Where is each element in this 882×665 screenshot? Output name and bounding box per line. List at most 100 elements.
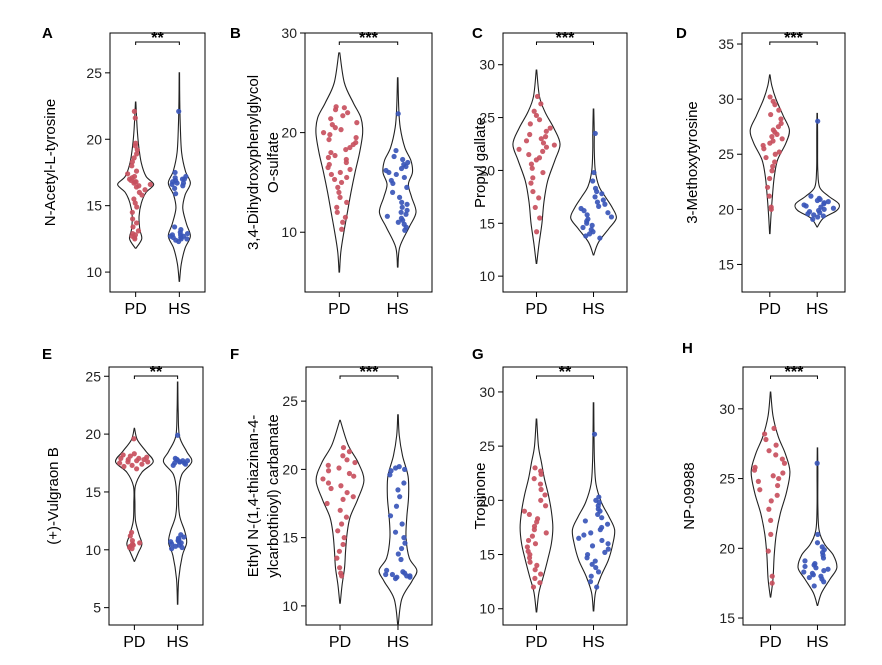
panel-letter: E [42, 346, 52, 363]
data-point-HS [395, 551, 401, 557]
data-point-PD [767, 94, 773, 100]
data-point-PD [516, 146, 522, 152]
data-point-HS [181, 534, 187, 540]
violin-PD [512, 69, 561, 265]
data-point-HS [594, 188, 600, 195]
data-point-HS [392, 529, 399, 535]
data-point-HS [821, 579, 827, 585]
x-category-label: HS [167, 634, 189, 651]
y-axis-label: (+)-Vulgraon B [45, 447, 62, 544]
y-axis-label: 3-Methoxytyrosine [684, 101, 701, 224]
data-point-PD [542, 134, 549, 140]
data-point-HS [184, 236, 190, 242]
data-point-PD [132, 115, 138, 121]
data-point-PD [523, 138, 530, 144]
y-tick-label: 25 [719, 471, 735, 487]
data-point-PD [338, 179, 345, 186]
data-point-PD [134, 458, 140, 464]
data-point-PD [336, 189, 342, 195]
data-point-HS [401, 174, 407, 181]
data-point-HS [802, 558, 808, 564]
data-point-PD [121, 463, 127, 470]
data-point-PD [538, 101, 544, 107]
data-point-PD [338, 521, 345, 527]
data-point-PD [761, 146, 767, 152]
plot-frame [305, 366, 433, 626]
data-point-HS [390, 180, 396, 187]
data-point-HS [811, 212, 817, 218]
violin-HS [570, 108, 617, 256]
y-tick-label: 15 [718, 256, 734, 272]
data-point-HS [586, 231, 593, 237]
data-point-PD [325, 164, 331, 171]
data-point-HS [180, 183, 186, 189]
data-point-PD [767, 175, 773, 182]
x-category-label: PD [759, 634, 781, 651]
y-tick-label: 15 [282, 530, 298, 546]
data-point-PD [338, 483, 344, 489]
data-point-PD [779, 456, 785, 462]
plot-frame [108, 366, 204, 626]
data-point-HS [593, 564, 599, 571]
data-point-HS [387, 472, 393, 478]
data-point-PD [527, 121, 533, 127]
data-point-PD [351, 473, 357, 479]
x-category-label: PD [125, 301, 147, 318]
x-category-label: HS [806, 634, 828, 651]
data-point-HS [400, 217, 406, 223]
data-point-PD [763, 436, 769, 443]
data-point-PD [532, 575, 538, 581]
y-tick-label: 20 [281, 125, 297, 141]
data-point-HS [605, 546, 611, 552]
data-point-PD [766, 506, 772, 512]
data-point-HS [825, 566, 831, 572]
data-point-PD [325, 480, 332, 486]
y-tick-label: 20 [85, 426, 101, 442]
data-point-PD [769, 573, 775, 579]
data-point-PD [324, 500, 330, 507]
data-point-PD [537, 215, 543, 221]
data-point-PD [527, 131, 533, 138]
data-point-PD [538, 471, 544, 477]
significance-label: *** [785, 364, 804, 381]
data-point-HS [393, 171, 399, 178]
violin-PD [750, 391, 791, 598]
data-point-PD [530, 175, 536, 181]
y-tick-label: 30 [479, 57, 495, 73]
data-point-HS [597, 235, 603, 241]
data-point-HS [605, 541, 611, 547]
data-point-HS [821, 568, 827, 574]
data-point-HS [399, 199, 405, 205]
panel-H: H NP-09988 15 20 25 30 PD HS *** [681, 340, 846, 651]
data-point-HS [821, 206, 827, 212]
data-point-PD [337, 507, 343, 513]
data-point-HS [405, 159, 411, 166]
y-axis-label: N-Acetyl-L-tyrosine [42, 99, 59, 227]
data-point-PD [344, 457, 350, 463]
y-tick-label: 35 [718, 36, 734, 52]
data-point-HS [584, 555, 590, 561]
data-point-PD [770, 163, 776, 169]
data-point-PD [551, 142, 557, 148]
data-point-PD [125, 171, 131, 177]
significance-label: ** [150, 364, 163, 381]
significance-label: ** [559, 364, 572, 381]
x-category-label: PD [123, 634, 145, 651]
data-point-PD [531, 476, 537, 482]
data-point-HS [592, 130, 598, 137]
data-point-HS [814, 540, 821, 546]
y-axis-label: O-sulfate [265, 132, 282, 193]
data-point-PD [343, 159, 349, 166]
y-tick-label: 25 [282, 393, 298, 409]
data-point-PD [332, 152, 338, 159]
data-point-HS [404, 207, 410, 213]
data-point-HS [589, 561, 595, 567]
significance-bracket [339, 375, 399, 379]
data-point-HS [170, 462, 176, 468]
data-point-HS [581, 532, 587, 538]
data-point-PD [538, 136, 544, 142]
data-point-PD [534, 229, 540, 235]
significance-bracket [338, 41, 399, 45]
data-point-PD [763, 154, 769, 161]
